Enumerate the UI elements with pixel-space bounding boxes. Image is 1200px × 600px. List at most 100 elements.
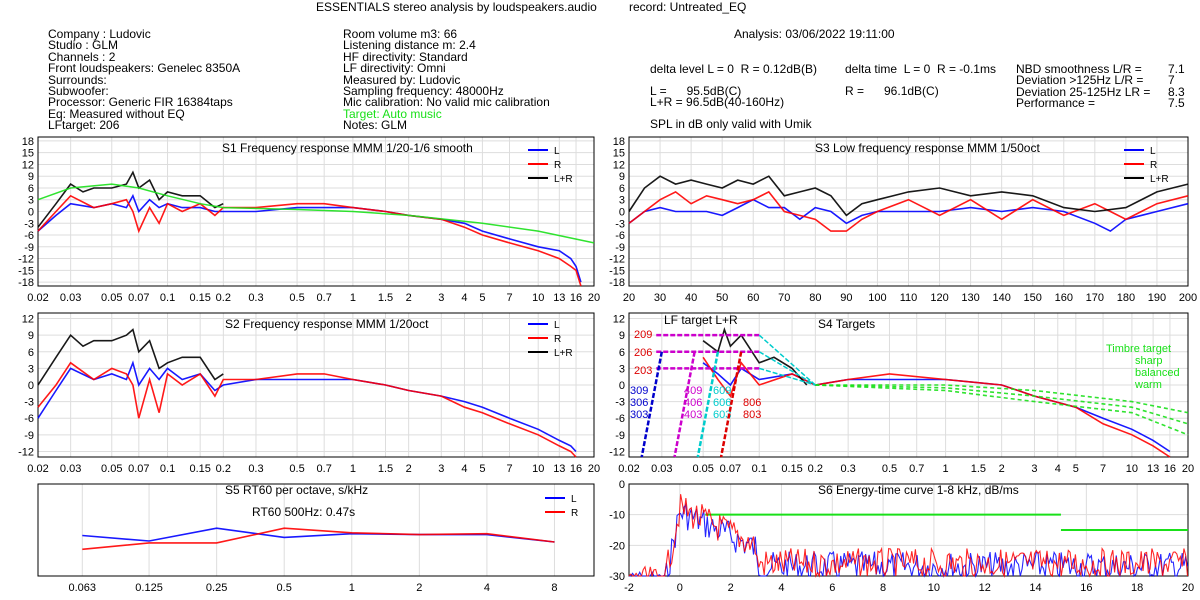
chart-title: S3 Low frequency response MMM 1/50oct [815, 141, 1040, 155]
series-l-r [628, 175, 1189, 217]
y-tick-label: -30 [609, 571, 625, 583]
series-r [37, 361, 577, 458]
x-tick-label: 1 [350, 292, 356, 304]
y-tick-label: 18 [22, 136, 34, 148]
x-tick-label: 1 [349, 582, 355, 594]
y-tick-label: 15 [613, 148, 625, 160]
y-tick-label: 3 [619, 195, 625, 207]
x-tick-label: 200 [1179, 292, 1197, 304]
y-tick-label: -6 [24, 413, 34, 425]
info-line: Front loudspeakers: Genelec 8350A [48, 61, 241, 76]
x-tick-label: 60 [747, 292, 759, 304]
y-tick-label: -9 [615, 430, 625, 442]
score-label: Deviation >125Hz L/R = [1016, 73, 1144, 88]
y-tick-label: -3 [24, 397, 34, 409]
chart-title: S6 Energy-time curve 1-8 kHz, dB/ms [818, 483, 1019, 497]
x-tick-label: 2 [728, 582, 734, 594]
plot-border [628, 312, 1189, 458]
plot-border [37, 483, 595, 577]
y-tick-label: -20 [609, 540, 625, 552]
notes-line: Notes: GLM [343, 118, 408, 133]
info-line: Room volume m3: 66 [343, 27, 458, 41]
target-annotation: 606 [713, 397, 731, 409]
x-tick-label: 1 [943, 463, 949, 475]
series-l [628, 198, 1189, 233]
x-tick-label: 0.25 [206, 582, 227, 594]
x-tick-label: 0.07 [720, 463, 741, 475]
x-tick-label: 0.125 [135, 582, 163, 594]
x-tick-label: 16 [570, 463, 582, 475]
lf-slope-line [719, 351, 743, 458]
delta-time: delta time L = 0 R = -0.1ms [845, 62, 996, 76]
score-row: Deviation 25-125Hz LR = 8.3 [1016, 84, 1196, 99]
score-row: Performance = 7.5 [1016, 96, 1196, 111]
info-line: LFtarget: 206 [48, 118, 120, 133]
target-annotation: balanced [1135, 367, 1180, 379]
x-tick-label: 70 [778, 292, 790, 304]
x-tick-label: 0.07 [128, 292, 149, 304]
report-title: ESSENTIALS stereo analysis by loudspeake… [316, 0, 597, 14]
target-annotation: 403 [684, 409, 702, 421]
x-tick-label: 0.7 [909, 463, 924, 475]
y-tick-label: 3 [28, 363, 34, 375]
x-tick-label: 4 [484, 582, 490, 594]
score-value: 7 [1168, 73, 1175, 88]
score-block: NBD smoothness L/R = 7.1 Deviation >125Hz … [1016, 63, 1196, 111]
x-tick-label: 130 [961, 292, 979, 304]
x-tick-label: 4 [461, 463, 467, 475]
y-tick-label: -9 [24, 242, 34, 254]
x-tick-label: 140 [992, 292, 1010, 304]
score-row: Deviation >125Hz L/R = 7 [1016, 73, 1196, 88]
target-annotation: sharp [1135, 355, 1163, 367]
target-annotation: warm [1134, 379, 1162, 391]
x-tick-label: 0.15 [189, 292, 210, 304]
y-tick-label: -15 [609, 265, 625, 277]
x-tick-label: 1.5 [378, 292, 393, 304]
x-tick-label: 0.02 [618, 463, 639, 475]
etc-right-curve [628, 494, 1189, 578]
x-tick-label: 0.1 [752, 463, 767, 475]
x-tick-label: 100 [868, 292, 886, 304]
x-tick-label: 4 [461, 292, 467, 304]
legend-label: L [1150, 146, 1156, 157]
y-tick-label: -18 [609, 277, 625, 289]
plot-border [37, 136, 595, 287]
y-tick-label: -6 [615, 230, 625, 242]
x-tick-label: 10 [532, 292, 544, 304]
info-line: Subwoofer: [48, 84, 109, 99]
x-tick-label: 20 [1182, 582, 1194, 594]
info-line: Surrounds: [48, 72, 107, 87]
score-value: 8.3 [1168, 84, 1185, 99]
y-tick-label: 3 [28, 195, 34, 207]
legend-label: R [1150, 160, 1157, 171]
info-line: Processor: Generic FIR 16384taps [48, 95, 233, 110]
info-line: HF directivity: Standard [343, 49, 468, 64]
x-tick-label: 3 [438, 292, 444, 304]
target-annotation: 306 [630, 397, 648, 409]
score-label: Deviation 25-125Hz LR = [1016, 84, 1151, 99]
x-tick-label: 2 [406, 292, 412, 304]
x-tick-label: 0.02 [27, 463, 48, 475]
y-tick-label: -12 [609, 254, 625, 266]
x-tick-label: 13 [1147, 463, 1159, 475]
y-tick-label: 6 [619, 347, 625, 359]
chart-title: S5 RT60 per octave, s/kHz [225, 483, 368, 497]
x-tick-label: 0.07 [128, 463, 149, 475]
series-sharp [815, 384, 1189, 414]
x-tick-label: 2 [416, 582, 422, 594]
lf-slope-line [696, 351, 720, 458]
score-label: Performance = [1016, 96, 1096, 111]
series-balanced [815, 384, 1189, 425]
x-tick-label: 0.03 [60, 463, 81, 475]
x-tick-label: 7 [506, 292, 512, 304]
x-tick-label: 16 [1164, 463, 1176, 475]
x-tick-label: 16 [1080, 582, 1092, 594]
score-value: 7.5 [1168, 96, 1185, 111]
series-r [82, 527, 555, 551]
x-tick-label: 0.03 [651, 463, 672, 475]
target-annotation: Timbre target [1106, 343, 1171, 355]
target-annotation: LF target L+R [664, 313, 738, 327]
legend-label: L [571, 494, 577, 505]
